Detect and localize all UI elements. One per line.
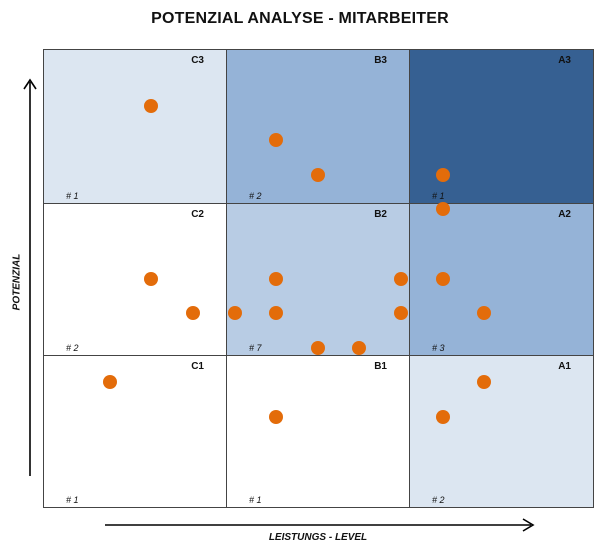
cell-a1: A1 # 2 [409, 355, 594, 508]
cell-c3: C3 # 1 [43, 49, 227, 204]
cell-code: B2 [374, 209, 387, 220]
cell-count: # 2 [432, 495, 445, 505]
cell-b2: B2 # 7 [226, 203, 410, 356]
cell-count: # 1 [66, 495, 79, 505]
employee-dot [228, 306, 242, 320]
employee-dot [269, 410, 283, 424]
employee-dot [103, 375, 117, 389]
employee-dot [436, 202, 450, 216]
cell-count: # 1 [249, 495, 262, 505]
employee-dot [144, 272, 158, 286]
cell-c1: C1 # 1 [43, 355, 227, 508]
employee-dot [311, 168, 325, 182]
cell-count: # 2 [249, 191, 262, 201]
cell-c2: C2 # 2 [43, 203, 227, 356]
cell-count: # 1 [66, 191, 79, 201]
employee-dot [186, 306, 200, 320]
cell-code: A2 [558, 209, 571, 220]
diagram-title: POTENZIAL ANALYSE - MITARBEITER [151, 10, 449, 27]
cell-count: # 3 [432, 343, 445, 353]
cell-code: B1 [374, 361, 387, 372]
employee-dot [269, 133, 283, 147]
y-axis-arrow [23, 78, 37, 476]
cell-count: # 2 [66, 343, 79, 353]
employee-dot [394, 272, 408, 286]
cell-b1: B1 # 1 [226, 355, 410, 508]
cell-count: # 7 [249, 343, 262, 353]
y-axis-label: POTENZIAL [11, 253, 23, 311]
cell-count: # 1 [432, 191, 445, 201]
employee-dot [436, 272, 450, 286]
employee-dot [436, 410, 450, 424]
potential-matrix: C3 # 1 B3 # 2 A3 # 1 C2 # 2 B2 # 7 A2 # … [43, 49, 594, 508]
employee-dot [269, 306, 283, 320]
cell-a3: A3 # 1 [409, 49, 594, 204]
employee-dot [394, 306, 408, 320]
x-axis-arrow [105, 518, 535, 532]
employee-dot [311, 341, 325, 355]
cell-code: C3 [191, 55, 204, 66]
employee-dot [477, 375, 491, 389]
cell-code: C2 [191, 209, 204, 220]
x-axis-label: LEISTUNGS - LEVEL [268, 532, 368, 543]
employee-dot [144, 99, 158, 113]
employee-dot [436, 168, 450, 182]
cell-code: A3 [558, 55, 571, 66]
employee-dot [269, 272, 283, 286]
employee-dot [477, 306, 491, 320]
cell-code: C1 [191, 361, 204, 372]
cell-code: A1 [558, 361, 571, 372]
cell-code: B3 [374, 55, 387, 66]
employee-dot [352, 341, 366, 355]
